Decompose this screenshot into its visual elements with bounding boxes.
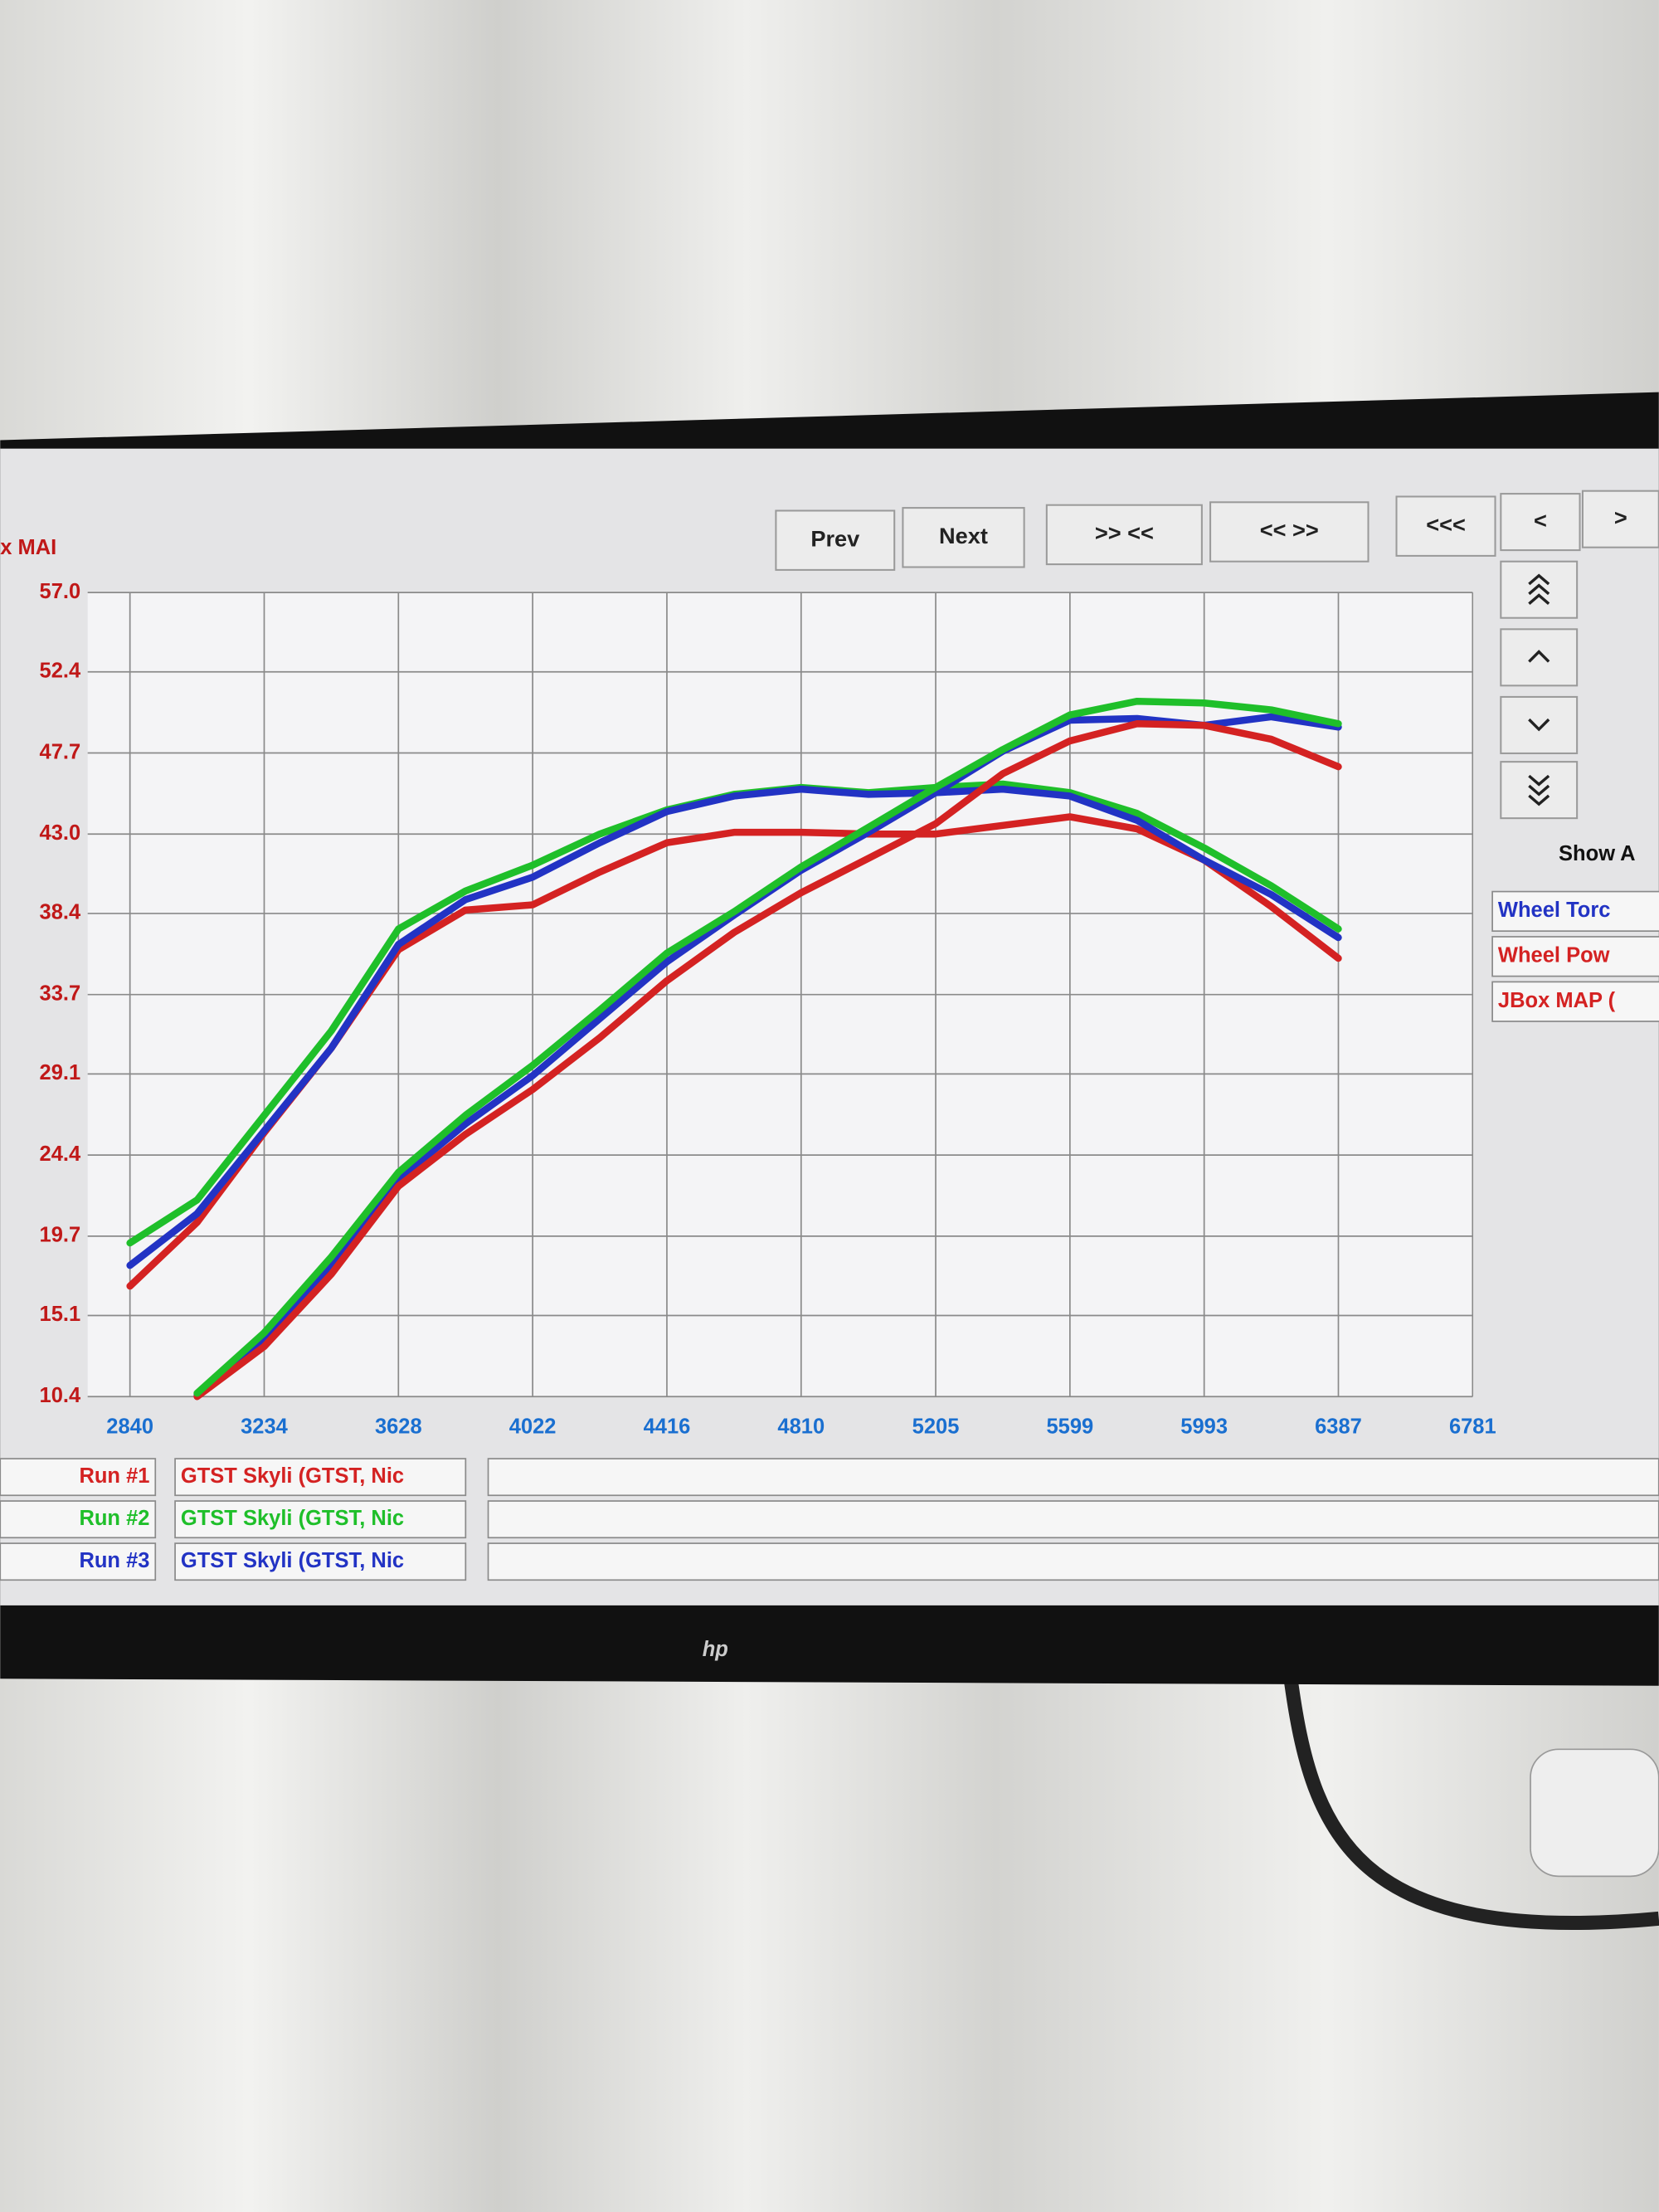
series-line (126, 785, 1342, 1269)
x-tick-label: 5599 (1046, 1415, 1093, 1438)
channel-panel: Show A Wheel Torc Wheel Pow JBox MAP ( (1491, 842, 1659, 1022)
run-name: GTST Skyli (GTST, Nic (181, 1464, 404, 1488)
button-label[interactable]: << >> (1260, 517, 1319, 543)
run-table: Run #1 Run #2 Run #3 GTST Skyli (GTST, N… (0, 1458, 1659, 1581)
button-label[interactable]: >> << (1095, 520, 1154, 546)
icon (1528, 573, 1550, 586)
x-tick-label: 4416 (644, 1415, 691, 1438)
x-tick-label: 4022 (509, 1415, 557, 1438)
cell (174, 1542, 467, 1581)
button-label[interactable]: Prev (810, 525, 859, 551)
run-name: GTST Skyli (GTST, Nic (181, 1507, 404, 1530)
series-line (193, 719, 1342, 1401)
button-label[interactable]: > (1614, 504, 1627, 530)
y-tick-label: 10.4 (40, 1384, 81, 1407)
y-tick-label: 29.1 (40, 1061, 81, 1084)
toolbar: Prev Next >> << << >> <<< < > (775, 490, 1659, 571)
run-label: Run #3 (79, 1549, 149, 1572)
cable (1283, 1678, 1659, 1931)
button[interactable] (1581, 490, 1659, 548)
y-tick-label: 24.4 (40, 1143, 81, 1166)
button-label[interactable]: <<< (1426, 511, 1466, 537)
logo: hp (703, 1638, 728, 1661)
cell (0, 1542, 157, 1581)
icon (1528, 650, 1550, 663)
button[interactable] (1395, 495, 1496, 557)
channel[interactable]: Wheel Pow (1498, 944, 1610, 967)
channel-box[interactable] (1491, 981, 1659, 1022)
run-name: GTST Skyli (GTST, Nic (181, 1549, 404, 1572)
scroll-up[interactable] (1500, 628, 1579, 687)
run-label: Run #2 (79, 1507, 149, 1530)
cell (487, 1500, 1659, 1539)
cell (487, 1458, 1659, 1497)
x-tick-label: 4810 (777, 1415, 825, 1438)
y-tick-label: 33.7 (40, 982, 81, 1005)
icon (1528, 784, 1550, 797)
x-tick-label: 2840 (106, 1415, 153, 1438)
x-tick-label: 5205 (912, 1415, 960, 1438)
cell (487, 1542, 1659, 1581)
y-tick-label: 57.0 (40, 580, 81, 603)
icon (1528, 583, 1550, 596)
y-tick-label: 19.7 (40, 1224, 81, 1247)
channel[interactable]: JBox MAP ( (1498, 989, 1616, 1012)
chart: 10.4 15.1 19.7 24.4 29.1 33.7 38.4 43.0 47.7 52.4… (40, 580, 1496, 1439)
button-label[interactable]: < (1534, 507, 1547, 533)
button[interactable] (902, 507, 1025, 568)
cell (174, 1458, 467, 1497)
button[interactable] (1045, 504, 1203, 566)
icon (1528, 794, 1550, 806)
cell (174, 1500, 467, 1539)
button[interactable] (775, 509, 896, 571)
x-tick-label: 3628 (375, 1415, 422, 1438)
run-label: Run #1 (79, 1464, 149, 1488)
channel-box[interactable] (1491, 890, 1659, 933)
show-label: Show A (1559, 842, 1636, 865)
icon (1528, 774, 1550, 787)
scroll-top[interactable] (1500, 560, 1579, 619)
y-tick-label: 38.4 (40, 901, 81, 924)
icon (1528, 593, 1550, 606)
y-tick-label: 47.7 (40, 740, 81, 763)
icon (1528, 718, 1550, 732)
series-line (193, 697, 1342, 1397)
x-tick-label: 6781 (1449, 1415, 1496, 1438)
x-tick-label: 5993 (1180, 1415, 1228, 1438)
monitor-arm (1530, 1748, 1659, 1878)
cell (0, 1458, 157, 1497)
x-tick-label: 3234 (241, 1415, 289, 1438)
button-label[interactable]: Next (939, 523, 988, 548)
x-tick-label: 6387 (1315, 1415, 1362, 1438)
scroll-bottom[interactable] (1500, 761, 1579, 820)
y-tick-label: 43.0 (40, 821, 81, 845)
y-tick-label: 52.4 (40, 660, 81, 683)
channel-box[interactable] (1491, 936, 1659, 977)
cell (0, 1500, 157, 1539)
button[interactable] (1209, 501, 1370, 563)
y-axis-label: x MAI (0, 536, 56, 559)
y-tick-label: 15.1 (40, 1303, 81, 1326)
button[interactable] (1500, 493, 1581, 552)
scroll-buttons (1500, 560, 1579, 820)
scroll-down[interactable] (1500, 695, 1579, 754)
channel[interactable]: Wheel Torc (1498, 899, 1611, 922)
